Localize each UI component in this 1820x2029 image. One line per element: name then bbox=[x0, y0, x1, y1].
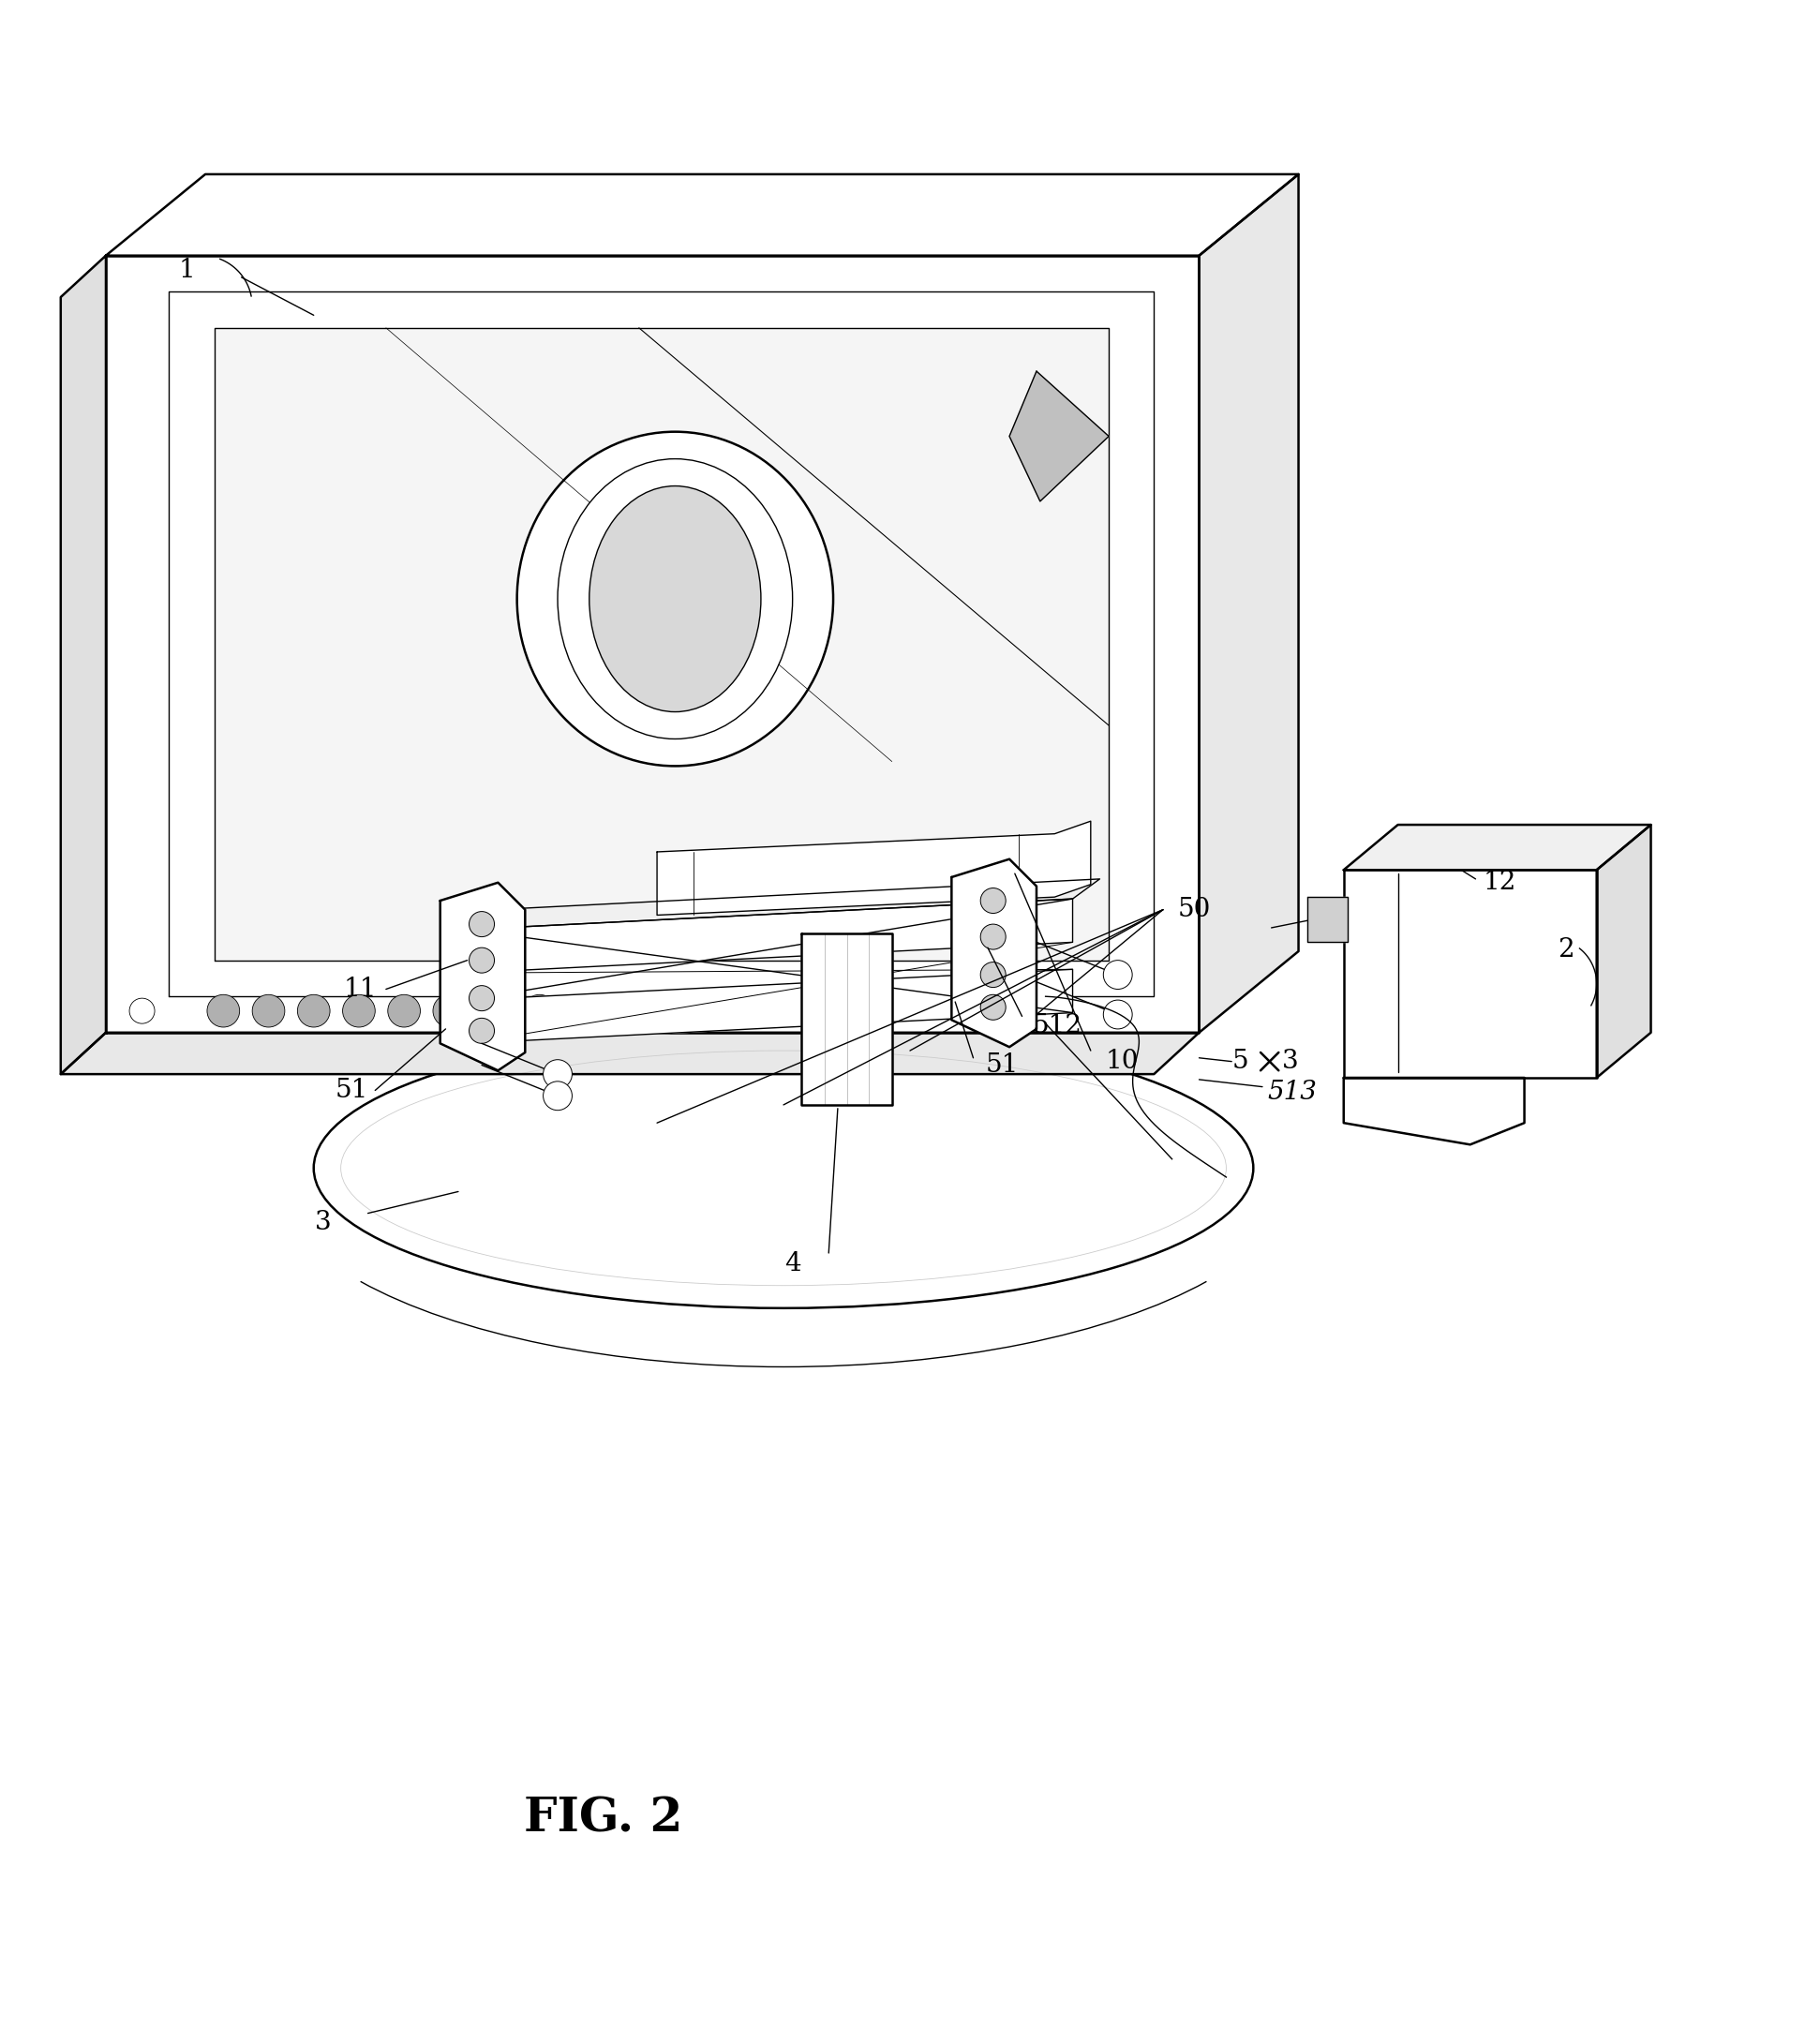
Text: 3: 3 bbox=[1283, 1049, 1299, 1073]
Polygon shape bbox=[657, 822, 1090, 915]
Text: 3: 3 bbox=[315, 1209, 331, 1236]
Text: 10: 10 bbox=[1105, 1049, 1139, 1073]
Text: FIG. 2: FIG. 2 bbox=[524, 1796, 682, 1842]
Ellipse shape bbox=[313, 1029, 1254, 1309]
Circle shape bbox=[542, 1059, 571, 1090]
Polygon shape bbox=[801, 933, 892, 1106]
Circle shape bbox=[479, 994, 511, 1027]
Ellipse shape bbox=[590, 487, 761, 712]
Polygon shape bbox=[1199, 174, 1298, 1033]
Circle shape bbox=[981, 962, 1006, 988]
Polygon shape bbox=[1343, 1077, 1525, 1144]
Circle shape bbox=[981, 923, 1006, 950]
Text: 12: 12 bbox=[1483, 870, 1516, 895]
Circle shape bbox=[981, 994, 1006, 1021]
Polygon shape bbox=[1343, 824, 1651, 870]
Text: 11: 11 bbox=[344, 976, 377, 1002]
Circle shape bbox=[342, 994, 375, 1027]
Polygon shape bbox=[215, 329, 1108, 960]
Text: 2: 2 bbox=[1558, 937, 1574, 962]
Circle shape bbox=[1103, 960, 1132, 990]
Polygon shape bbox=[952, 858, 1036, 1047]
Text: 4: 4 bbox=[784, 1252, 801, 1276]
Polygon shape bbox=[106, 174, 1298, 256]
Text: 50: 50 bbox=[1178, 897, 1210, 923]
Polygon shape bbox=[468, 879, 1099, 929]
Circle shape bbox=[297, 994, 329, 1027]
Polygon shape bbox=[1343, 870, 1596, 1077]
Text: 513: 513 bbox=[1269, 1079, 1318, 1106]
Circle shape bbox=[470, 1019, 495, 1043]
Polygon shape bbox=[169, 292, 1154, 996]
Polygon shape bbox=[106, 256, 1199, 1033]
Circle shape bbox=[388, 994, 420, 1027]
Circle shape bbox=[253, 994, 284, 1027]
Polygon shape bbox=[1596, 824, 1651, 1077]
Circle shape bbox=[433, 994, 466, 1027]
Circle shape bbox=[524, 994, 555, 1027]
Text: 5: 5 bbox=[1232, 1049, 1249, 1073]
Circle shape bbox=[470, 948, 495, 974]
Text: 512: 512 bbox=[1034, 1012, 1083, 1039]
Polygon shape bbox=[468, 970, 1072, 1043]
Circle shape bbox=[207, 994, 240, 1027]
Circle shape bbox=[981, 889, 1006, 913]
Ellipse shape bbox=[517, 432, 834, 767]
Circle shape bbox=[1103, 1000, 1132, 1029]
Polygon shape bbox=[60, 1033, 1199, 1073]
Polygon shape bbox=[1010, 371, 1108, 501]
Circle shape bbox=[470, 911, 495, 937]
Circle shape bbox=[470, 986, 495, 1010]
Ellipse shape bbox=[557, 459, 792, 739]
Polygon shape bbox=[1307, 897, 1347, 941]
Circle shape bbox=[542, 1081, 571, 1110]
Polygon shape bbox=[60, 256, 106, 1073]
Polygon shape bbox=[468, 899, 1072, 974]
Text: 51: 51 bbox=[986, 1053, 1019, 1077]
Text: 1: 1 bbox=[178, 258, 195, 282]
Text: 51: 51 bbox=[335, 1077, 368, 1104]
Polygon shape bbox=[440, 883, 526, 1071]
